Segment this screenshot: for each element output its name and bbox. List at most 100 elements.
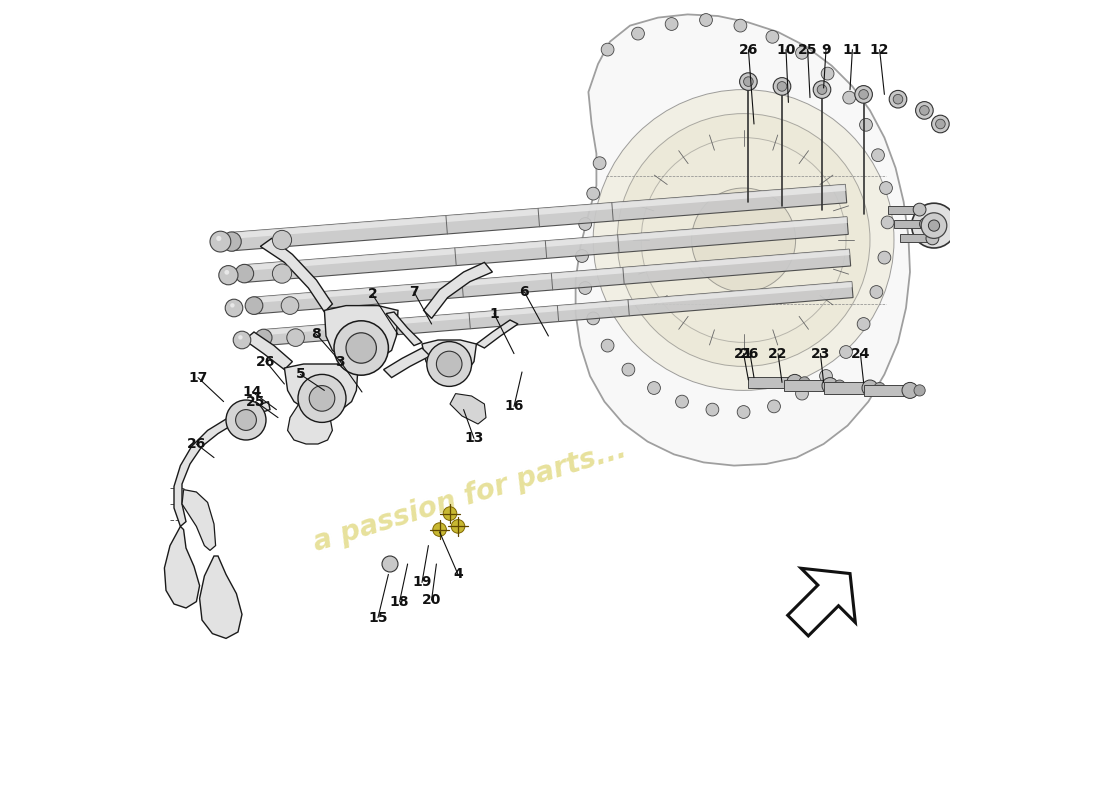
Circle shape [287, 329, 305, 346]
Circle shape [602, 43, 614, 56]
Circle shape [744, 77, 754, 86]
Circle shape [219, 266, 238, 285]
Circle shape [226, 400, 266, 440]
Circle shape [222, 232, 241, 251]
Circle shape [822, 67, 834, 80]
Circle shape [795, 46, 808, 59]
Circle shape [282, 297, 299, 314]
Polygon shape [422, 340, 476, 378]
Circle shape [786, 374, 803, 390]
Polygon shape [174, 402, 270, 526]
Text: 23: 23 [811, 346, 830, 361]
Circle shape [874, 382, 886, 394]
Circle shape [813, 81, 830, 98]
Polygon shape [575, 14, 910, 466]
Circle shape [737, 406, 750, 418]
Circle shape [382, 556, 398, 572]
Text: 25: 25 [798, 42, 817, 57]
Circle shape [617, 114, 870, 366]
Circle shape [880, 182, 892, 194]
Text: 20: 20 [422, 593, 441, 607]
Text: 9: 9 [822, 42, 830, 57]
Circle shape [235, 410, 256, 430]
Text: 14: 14 [243, 385, 262, 399]
Text: a passion for parts...: a passion for parts... [310, 435, 630, 557]
Circle shape [575, 250, 589, 262]
Circle shape [226, 299, 243, 317]
Polygon shape [263, 282, 854, 346]
Polygon shape [450, 394, 486, 424]
Circle shape [224, 270, 229, 274]
Polygon shape [476, 320, 518, 348]
Circle shape [893, 94, 903, 104]
Text: 10: 10 [777, 42, 795, 57]
Text: 6: 6 [519, 285, 529, 299]
Text: 2: 2 [367, 287, 377, 302]
Circle shape [857, 318, 870, 330]
Polygon shape [324, 306, 398, 360]
Circle shape [862, 380, 878, 396]
Text: 12: 12 [870, 42, 889, 57]
Circle shape [881, 216, 894, 229]
Circle shape [298, 374, 346, 422]
Text: 19: 19 [412, 575, 431, 590]
Circle shape [586, 312, 600, 325]
Circle shape [346, 333, 376, 363]
Text: 17: 17 [188, 370, 208, 385]
Text: 4: 4 [453, 567, 463, 582]
Circle shape [914, 385, 925, 396]
Polygon shape [901, 234, 931, 242]
Text: 3: 3 [336, 354, 345, 369]
Circle shape [593, 157, 606, 170]
Circle shape [692, 188, 795, 292]
Circle shape [648, 382, 660, 394]
Circle shape [734, 19, 747, 32]
Text: 26: 26 [256, 354, 276, 369]
Circle shape [309, 386, 334, 411]
Circle shape [602, 339, 614, 352]
Circle shape [928, 220, 939, 231]
Circle shape [859, 90, 868, 99]
Circle shape [621, 363, 635, 376]
Circle shape [778, 82, 786, 91]
Polygon shape [748, 377, 792, 388]
Circle shape [593, 90, 894, 390]
Polygon shape [231, 185, 847, 250]
Polygon shape [231, 185, 846, 239]
Circle shape [870, 286, 883, 298]
Polygon shape [263, 282, 852, 335]
Polygon shape [864, 385, 907, 396]
Circle shape [641, 138, 846, 342]
Circle shape [843, 91, 856, 104]
Circle shape [217, 236, 221, 241]
Text: 16: 16 [504, 399, 524, 414]
Circle shape [768, 400, 780, 413]
Circle shape [700, 14, 713, 26]
Circle shape [913, 203, 926, 216]
Polygon shape [824, 382, 868, 394]
Circle shape [437, 351, 462, 377]
Circle shape [912, 203, 956, 248]
Circle shape [443, 507, 456, 521]
Polygon shape [285, 364, 358, 411]
Circle shape [773, 78, 791, 95]
Circle shape [579, 218, 592, 230]
Polygon shape [199, 556, 242, 638]
Circle shape [334, 321, 388, 375]
Circle shape [936, 119, 945, 129]
Text: 11: 11 [843, 42, 862, 57]
Circle shape [579, 282, 592, 294]
Circle shape [889, 90, 906, 108]
Circle shape [739, 73, 757, 90]
Circle shape [239, 335, 243, 339]
Circle shape [795, 387, 808, 400]
Text: 22: 22 [768, 346, 788, 361]
Text: 15: 15 [368, 610, 387, 625]
Circle shape [631, 27, 645, 40]
Circle shape [706, 403, 718, 416]
Text: 13: 13 [464, 431, 484, 446]
Circle shape [855, 86, 872, 103]
Circle shape [878, 251, 891, 264]
Polygon shape [783, 380, 827, 391]
Circle shape [451, 520, 465, 533]
